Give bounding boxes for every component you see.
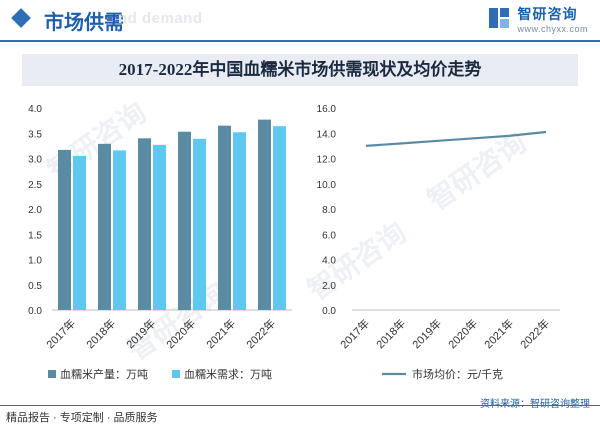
y-tick-label: 10.0 [317, 180, 337, 191]
x-tick-label: 2017年 [43, 316, 78, 351]
section-ghost-text: nd demand [118, 10, 203, 27]
y-tick-label: 2.5 [28, 180, 42, 191]
y-tick-label: 0.5 [28, 281, 42, 292]
source-note: 资料来源：智研咨询整理 [480, 395, 590, 410]
x-tick-label: 2021年 [481, 316, 516, 351]
production-bar [138, 138, 151, 310]
legend-label-price: 市场均价：元/千克 [412, 367, 503, 381]
brand-name: 智研咨询 [517, 6, 578, 22]
y-tick-label: 1.5 [28, 230, 42, 241]
header-divider [0, 40, 600, 42]
y-tick-label: 8.0 [322, 205, 336, 216]
x-tick-label: 2019年 [123, 316, 158, 351]
y-tick-label: 6.0 [322, 230, 336, 241]
price-line [365, 130, 547, 147]
demand-bar [153, 144, 166, 310]
y-tick-label: 0.0 [28, 306, 42, 317]
x-tick-label: 2020年 [163, 316, 198, 351]
legend-swatch-demand [172, 370, 180, 378]
x-tick-label: 2018年 [373, 316, 408, 351]
footer-divider [0, 405, 600, 406]
brand-url: www.chyxx.com [517, 24, 588, 34]
production-bar [58, 149, 71, 310]
page-header: 市场供需 nd demand 智研咨询 www.chyxx.com [0, 0, 600, 42]
production-bar [98, 143, 111, 310]
y-tick-label: 3.0 [28, 155, 42, 166]
y-tick-label: 12.0 [317, 155, 337, 166]
x-tick-label: 2022年 [517, 316, 552, 351]
legend-label-demand: 血糯米需求：万吨 [184, 367, 272, 381]
y-tick-label: 4.0 [28, 104, 42, 115]
legend-swatch-production [48, 370, 56, 378]
x-tick-label: 2018年 [83, 316, 118, 351]
brand-logo-icon [489, 8, 510, 28]
demand-bar [73, 155, 86, 310]
y-tick-label: 16.0 [317, 104, 337, 115]
y-tick-label: 3.5 [28, 129, 42, 140]
y-tick-label: 4.0 [322, 256, 336, 267]
chart-title: 2017-2022年中国血糯米市场供需现状及均价走势 [118, 60, 482, 79]
demand-bar [193, 138, 206, 310]
production-bar [218, 125, 231, 310]
y-tick-label: 2.0 [322, 281, 336, 292]
demand-bar [233, 132, 246, 310]
y-tick-label: 2.0 [28, 205, 42, 216]
x-tick-label: 2020年 [445, 316, 480, 351]
x-tick-label: 2019年 [409, 316, 444, 351]
title-bar: 2017-2022年中国血糯米市场供需现状及均价走势 [22, 54, 578, 86]
demand-bar [273, 126, 286, 311]
x-tick-label: 2017年 [337, 316, 372, 351]
x-tick-label: 2021年 [203, 316, 238, 351]
brand-block: 智研咨询 www.chyxx.com [489, 4, 588, 34]
footer-tagline: 精品报告 · 专项定制 · 品质服务 [6, 412, 158, 424]
legend-label-production: 血糯米产量：万吨 [60, 367, 148, 381]
demand-bar [113, 150, 126, 310]
x-tick-label: 2022年 [243, 316, 278, 351]
y-tick-label: 14.0 [317, 129, 337, 140]
y-tick-label: 1.0 [28, 256, 42, 267]
section-title: 市场供需 [44, 12, 124, 34]
production-bar [178, 131, 191, 310]
production-bar [258, 119, 271, 311]
y-tick-label: 0.0 [322, 306, 336, 317]
